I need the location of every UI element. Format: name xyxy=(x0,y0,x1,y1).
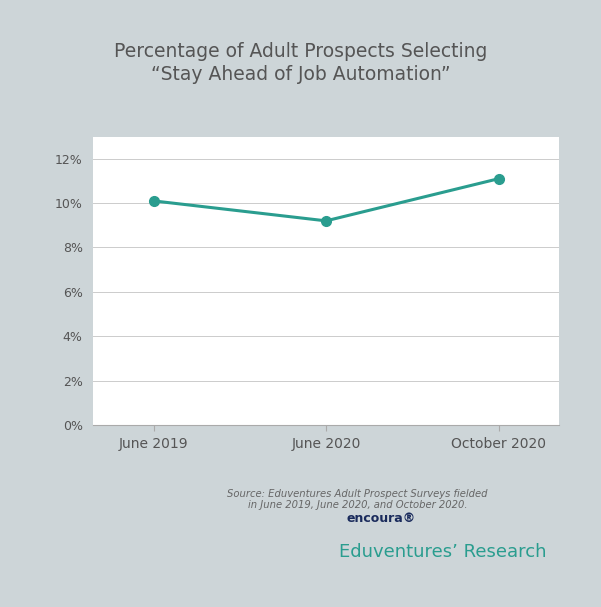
Text: Source: Eduventures Adult Prospect Surveys fielded
in June 2019, June 2020, and : Source: Eduventures Adult Prospect Surve… xyxy=(227,489,488,510)
Text: “Stay Ahead of Job Automation”: “Stay Ahead of Job Automation” xyxy=(151,64,450,84)
Text: Percentage of Adult Prospects Selecting: Percentage of Adult Prospects Selecting xyxy=(114,42,487,61)
Text: Eduventures’ Research: Eduventures’ Research xyxy=(339,543,546,561)
Text: encoura®: encoura® xyxy=(346,512,416,526)
